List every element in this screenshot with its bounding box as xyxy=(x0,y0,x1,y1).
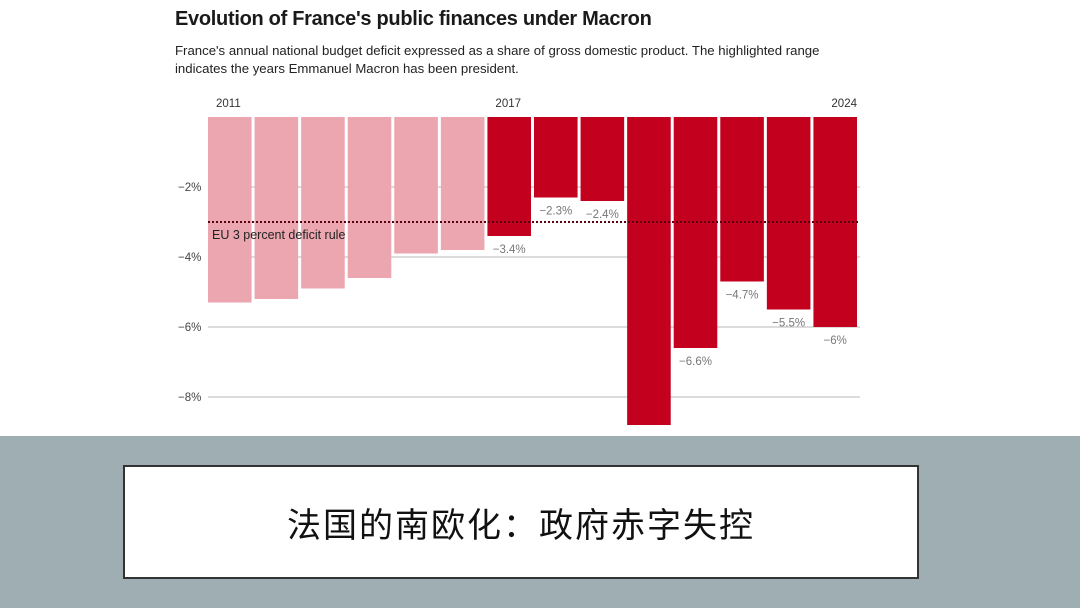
bar-2011 xyxy=(208,117,252,303)
x-tick-label: 2011 xyxy=(216,98,241,110)
caption-box: 法国的南欧化：政府赤字失控 xyxy=(123,465,919,579)
y-tick-label: −2% xyxy=(178,182,201,194)
data-label: −4.7% xyxy=(726,290,759,302)
bar-2022 xyxy=(720,117,764,282)
data-label: −2.4% xyxy=(586,209,619,221)
bar-2017 xyxy=(487,117,531,236)
data-label: −3.4% xyxy=(493,244,526,256)
x-tick-label: 2024 xyxy=(831,98,857,110)
data-label: −6% xyxy=(824,335,847,347)
y-tick-label: −6% xyxy=(178,322,201,334)
bar-2012 xyxy=(254,117,299,299)
bar-2020 xyxy=(627,117,671,425)
bar-2016 xyxy=(440,117,485,250)
y-tick-label: −8% xyxy=(178,392,201,404)
data-label: −2.3% xyxy=(539,206,572,218)
reference-line-label: EU 3 percent deficit rule xyxy=(212,228,345,242)
caption-text: 法国的南欧化：政府赤字失控 xyxy=(287,505,755,546)
bar-2019 xyxy=(580,117,625,201)
bar-2015 xyxy=(394,117,438,254)
bar-2018 xyxy=(534,117,578,198)
chart-subtitle: France's annual national budget deficit … xyxy=(175,43,820,76)
chart-title: Evolution of France's public finances un… xyxy=(175,8,652,30)
bar-chart: −2% −4% −6% −8% −3.4% −2.3% −2.4% −6.6% −4.7% −5.… xyxy=(178,98,860,425)
bar-2013 xyxy=(301,117,345,289)
data-label: −5.5% xyxy=(772,318,805,330)
x-tick-label: 2017 xyxy=(495,98,521,110)
data-label: −6.6% xyxy=(679,356,712,368)
y-tick-label: −4% xyxy=(178,252,201,264)
bar-2024 xyxy=(813,117,857,327)
bar-2023 xyxy=(766,117,811,310)
bar-2014 xyxy=(347,117,392,278)
bar-2021 xyxy=(673,117,718,348)
